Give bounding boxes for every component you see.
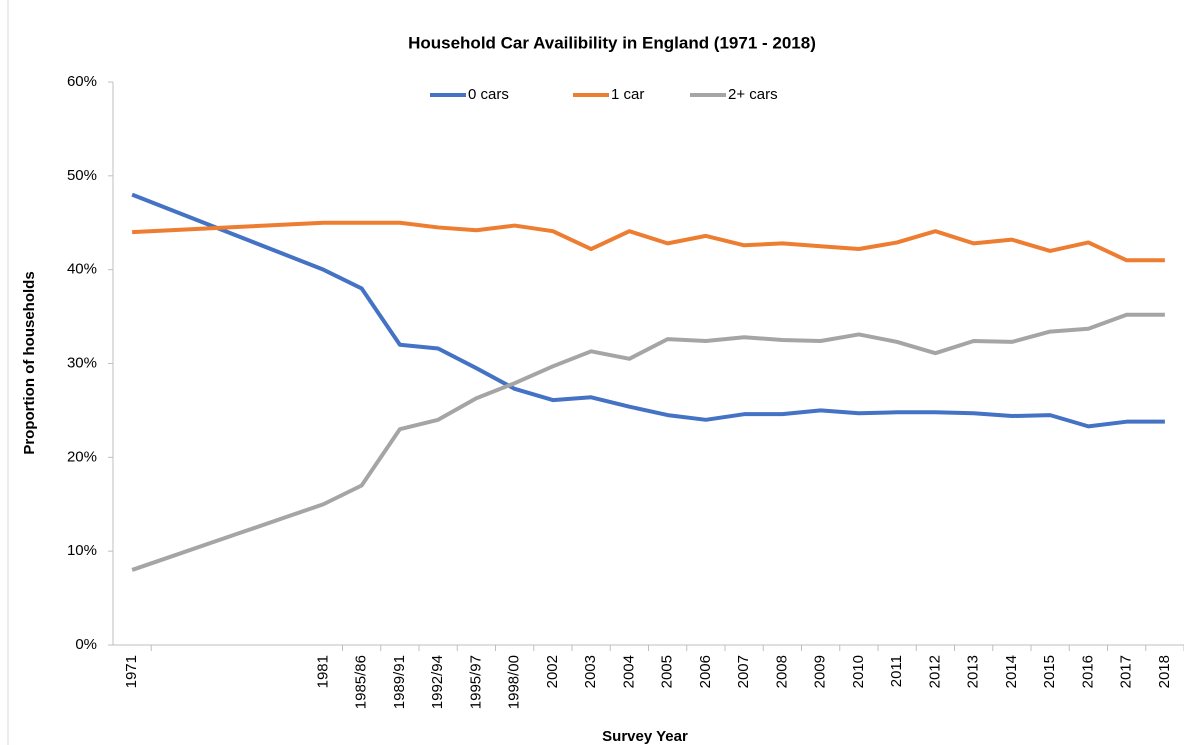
x-tick-label: 1995/97 <box>467 655 484 709</box>
chart-title: Household Car Availibility in England (1… <box>408 33 816 52</box>
y-tick-label: 0% <box>75 636 97 653</box>
x-tick-label: 2014 <box>1003 655 1020 688</box>
x-axis-title: Survey Year <box>602 728 688 745</box>
x-tick-label: 1992/94 <box>429 655 446 709</box>
x-tick-label: 2017 <box>1118 655 1135 688</box>
series-line <box>132 220 1165 263</box>
x-tick-label: 2010 <box>850 655 867 688</box>
x-tick-label: 2002 <box>544 655 561 688</box>
x-tick-label: 1989/91 <box>391 655 408 709</box>
series-line <box>131 312 1165 572</box>
x-tick-label: 2013 <box>965 655 982 688</box>
y-tick-label: 30% <box>67 354 97 371</box>
x-tick-label: 2005 <box>659 655 676 688</box>
x-tick-label: 1985/86 <box>353 655 370 709</box>
x-tick-label: 2004 <box>620 655 637 688</box>
x-tick-label: 2011 <box>888 655 905 687</box>
x-tick-label: 1981 <box>314 655 331 688</box>
y-tick-label: 10% <box>67 542 97 559</box>
y-tick-label: 50% <box>67 167 97 184</box>
legend-label: 1 car <box>611 86 644 103</box>
legend-label: 2+ cars <box>728 86 778 103</box>
y-axis-title: Proportion of households <box>21 271 38 454</box>
x-tick-label: 2008 <box>773 655 790 688</box>
x-tick-label: 1998/00 <box>506 655 523 709</box>
x-tick-label: 2012 <box>926 655 943 688</box>
x-tick-label: 2016 <box>1079 655 1096 688</box>
y-tick-label: 40% <box>67 261 97 278</box>
series-line <box>131 192 1165 429</box>
x-tick-label: 2018 <box>1156 655 1173 688</box>
x-tick-label: 2003 <box>582 655 599 688</box>
x-tick-label: 2009 <box>812 655 829 688</box>
y-tick-label: 60% <box>67 73 97 90</box>
y-tick-label: 20% <box>67 448 97 465</box>
legend-label: 0 cars <box>468 86 509 103</box>
x-tick-label: 2006 <box>697 655 714 688</box>
x-tick-label: 2007 <box>735 655 752 688</box>
x-tick-label: 1971 <box>123 655 140 688</box>
x-tick-label: 2015 <box>1041 655 1058 688</box>
